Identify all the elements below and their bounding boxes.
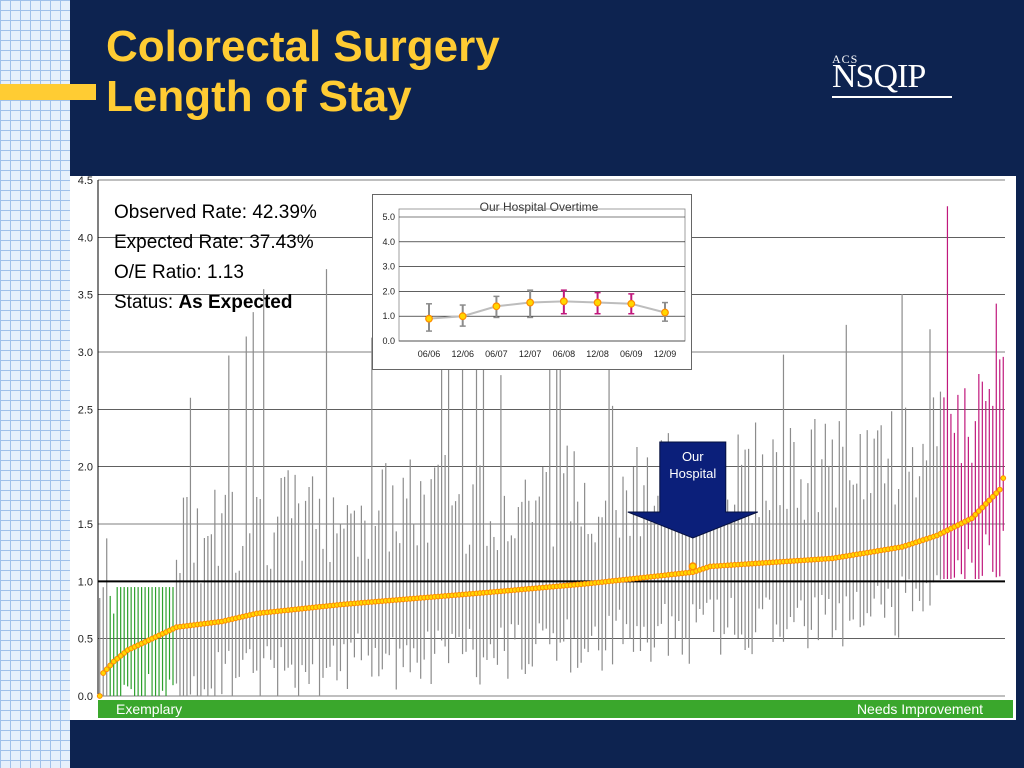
oe-ratio-line: O/E Ratio: 1.13 <box>114 258 364 288</box>
y-tick-label: 4.5 <box>78 176 93 187</box>
y-tick-label: 3.0 <box>78 347 93 359</box>
inset-x-tick-label: 06/09 <box>620 349 643 359</box>
hospital-point <box>993 490 1000 497</box>
hospital-point <box>103 666 110 673</box>
inset-x-tick-label: 06/06 <box>418 349 441 359</box>
left-grid-decoration <box>0 0 70 768</box>
band-label-exemplary: Exemplary <box>116 701 182 717</box>
inset-point <box>627 299 636 308</box>
y-tick-label: 3.5 <box>78 290 93 302</box>
inset-y-tick-label: 4.0 <box>382 237 395 247</box>
inset-x-tick-label: 12/08 <box>586 349 609 359</box>
status-line: Status: As Expected <box>114 288 364 318</box>
y-tick-label: 2.5 <box>78 404 93 416</box>
inset-y-tick-label: 2.0 <box>382 286 395 296</box>
hospital-point <box>982 501 989 507</box>
logo-big-text: NSQIP <box>832 58 926 95</box>
main-chart: 0.0 0.5 1.0 1.5 2.0 2.5 3.0 3.5 4.0 4.5 Our Hospita… <box>78 175 1013 718</box>
inset-x-tick-label: 12/06 <box>451 349 474 359</box>
inset-point <box>559 297 568 306</box>
observed-rate-line: Observed Rate: 42.39% <box>114 198 364 228</box>
inset-x-tick-label: 06/07 <box>485 349 508 359</box>
performance-band <box>98 700 1013 718</box>
inset-chart-svg: Our Hospital Overtime 0.0 1.0 2.0 3.0 4.0 5.0 0… <box>382 200 686 359</box>
status-value: As Expected <box>178 292 293 313</box>
hospital-point <box>979 504 986 511</box>
expected-rate-line: Expected Rate: 37.43% <box>114 228 364 258</box>
inset-y-tick-label: 1.0 <box>382 311 395 321</box>
inset-point <box>425 314 433 323</box>
hospital-point <box>972 511 979 518</box>
y-tick-label: 0.0 <box>78 691 93 703</box>
expected-value: 37.43% <box>249 232 314 253</box>
logo-underline <box>832 96 952 98</box>
y-tick-label: 0.5 <box>78 634 93 646</box>
our-hospital-label-line2: Hospital <box>669 466 716 481</box>
overtime-inset-chart: Our Hospital Overtime 0.0 1.0 2.0 3.0 4.0 5.0 0… <box>372 194 692 370</box>
inset-y-tick-label: 0.0 <box>382 336 395 346</box>
inset-series-line <box>428 300 666 320</box>
y-tick-label: 1.5 <box>78 519 93 531</box>
y-tick-label: 4.0 <box>78 232 93 244</box>
title-accent-bar <box>0 84 96 100</box>
hospital-point <box>989 493 996 500</box>
inset-y-tick-label: 5.0 <box>382 212 395 222</box>
status-label: Status: <box>114 292 174 313</box>
inset-point <box>458 312 467 321</box>
inset-point <box>492 302 501 311</box>
hospital-point <box>986 497 993 504</box>
hospital-point <box>107 662 114 669</box>
inset-point <box>593 298 602 307</box>
hospital-point <box>100 670 107 676</box>
hospital-point <box>975 508 982 515</box>
our-hospital-point <box>688 562 697 571</box>
band-label-needs-improvement: Needs Improvement <box>857 701 983 717</box>
inset-point <box>526 298 535 307</box>
oe-label: O/E Ratio: <box>114 262 202 283</box>
hospital-point <box>996 486 1003 493</box>
oe-value: 1.13 <box>206 262 244 283</box>
inset-point <box>661 308 669 317</box>
observed-value: 42.39% <box>252 202 317 223</box>
inset-title: Our Hospital Overtime <box>480 200 599 214</box>
our-hospital-arrow <box>627 441 758 539</box>
inset-x-tick-label: 12/07 <box>519 349 542 359</box>
hospital-point <box>96 693 103 699</box>
slide-title: Colorectal Surgery Length of Stay <box>106 22 500 122</box>
hospital-point <box>1000 475 1007 482</box>
inset-y-tick-label: 3.0 <box>382 262 395 272</box>
y-tick-label: 2.0 <box>78 462 93 474</box>
slide-title-line1: Colorectal Surgery <box>106 22 500 71</box>
observed-label: Observed Rate: <box>114 202 248 223</box>
inset-x-tick-label: 06/08 <box>553 349 576 359</box>
logo-small-text: ACS <box>832 52 859 66</box>
inset-plot-frame <box>398 208 686 342</box>
y-tick-label: 1.0 <box>78 576 93 588</box>
stats-box: Observed Rate: 42.39% Expected Rate: 37.… <box>114 198 364 318</box>
hospital-point <box>968 515 975 522</box>
slide-title-line2: Length of Stay <box>106 72 412 121</box>
expected-label: Expected Rate: <box>114 232 244 253</box>
our-hospital-label-line1: Our <box>682 449 704 464</box>
inset-x-tick-label: 12/09 <box>654 349 677 359</box>
